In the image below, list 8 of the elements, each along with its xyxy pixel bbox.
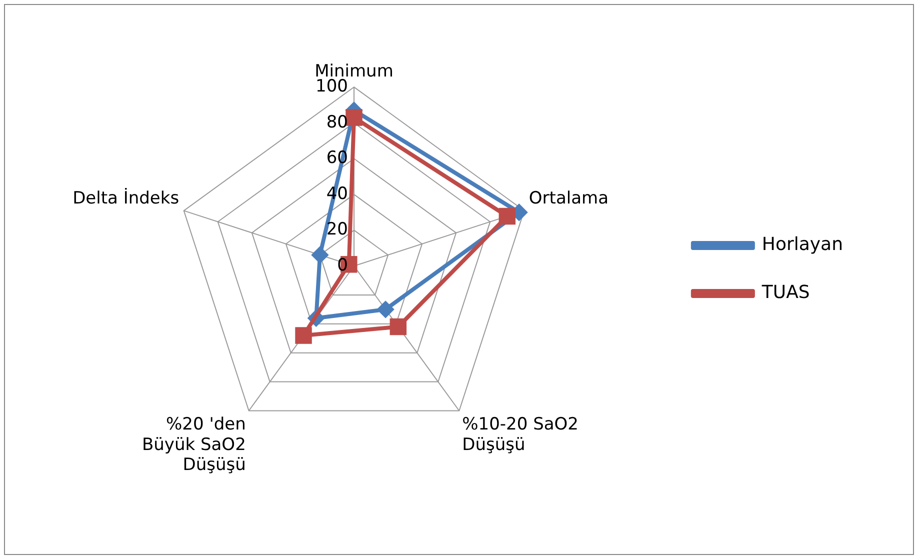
legend-label: TUAS	[760, 282, 810, 304]
legend-label: Horlayan	[762, 234, 844, 256]
spoke-label: %10-20 SaO2 Düşüşü	[462, 414, 578, 455]
spoke-label: %20 'den Büyük SaO2 Düşüşü	[142, 414, 246, 476]
spoke-label: Delta İndeks	[72, 187, 180, 208]
y-tick-label: 20	[326, 220, 348, 240]
y-tick-label: 80	[326, 112, 348, 132]
spoke-label: Ortalama	[528, 188, 609, 208]
